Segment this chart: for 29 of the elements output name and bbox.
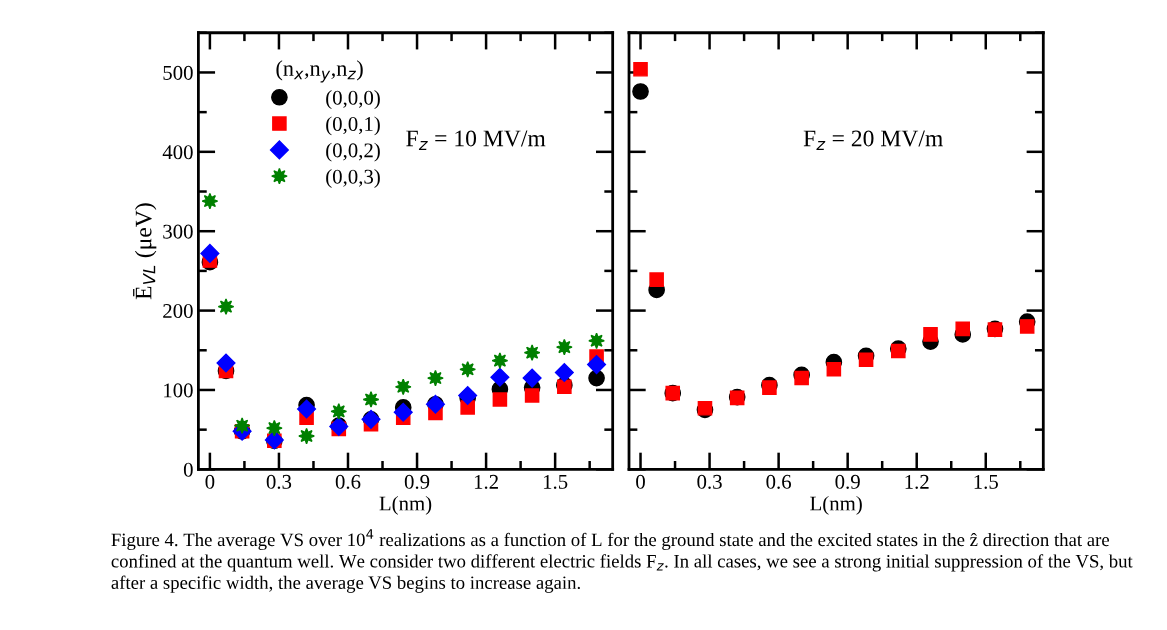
x-tick-label: 0.6 [766,474,792,489]
x-tick-label: 0.9 [404,474,430,489]
y-tick-label: 0 [183,462,193,477]
y-tick-label: 200 [163,303,193,319]
x-tick-label: 0.6 [335,474,361,489]
x-tick-label: 0 [205,474,215,489]
legend-label: (0,0,2) [326,142,380,162]
x-tick-label: 0.3 [266,474,292,489]
x-tick-label: 0 [636,474,645,489]
legend-label: (0,0,3) [326,169,380,188]
x-tick-label: 1.5 [543,474,568,489]
y-tick-label: 300 [163,224,193,239]
y-tick-label: 400 [162,145,193,160]
x-tick-label: 0.3 [697,474,722,489]
annotation: F$_{z}$ = 20 MV/m [803,130,943,151]
y-axis-title: Ē$_{VL}$ (μeV) [133,203,157,300]
x-tick-label: 0.9 [835,474,860,489]
x-axis-title: L(nm) [379,495,432,515]
text: Figure 4. The average VS over 10$^{4}$ realizations as a function of L for the ground state and the excited states in the ẑ direction that are confined at the quantum well. We consider two different electric fields F$_{z}$. In all cases, we see a strong initial suppression of the VS, but after a specific width, the average VS begins to increase again. [111,529,1133,593]
x-tick-label: 1.5 [974,474,998,489]
y-tick-label: 100 [164,383,193,398]
annotation: F$_{z}$ = 10 MV/m [406,130,546,151]
legend-title: (n$_{x}$,n$_{y}$,n$_{z}$) [276,60,363,83]
x-tick-label: 1.2 [474,474,498,489]
legend-label: (0,0,1) [326,116,380,136]
x-tick-label: 1.2 [905,474,929,489]
y-tick-label: 500 [163,65,193,80]
legend-label: (0,0,0) [326,90,380,109]
x-axis-title: L(nm) [810,495,862,515]
